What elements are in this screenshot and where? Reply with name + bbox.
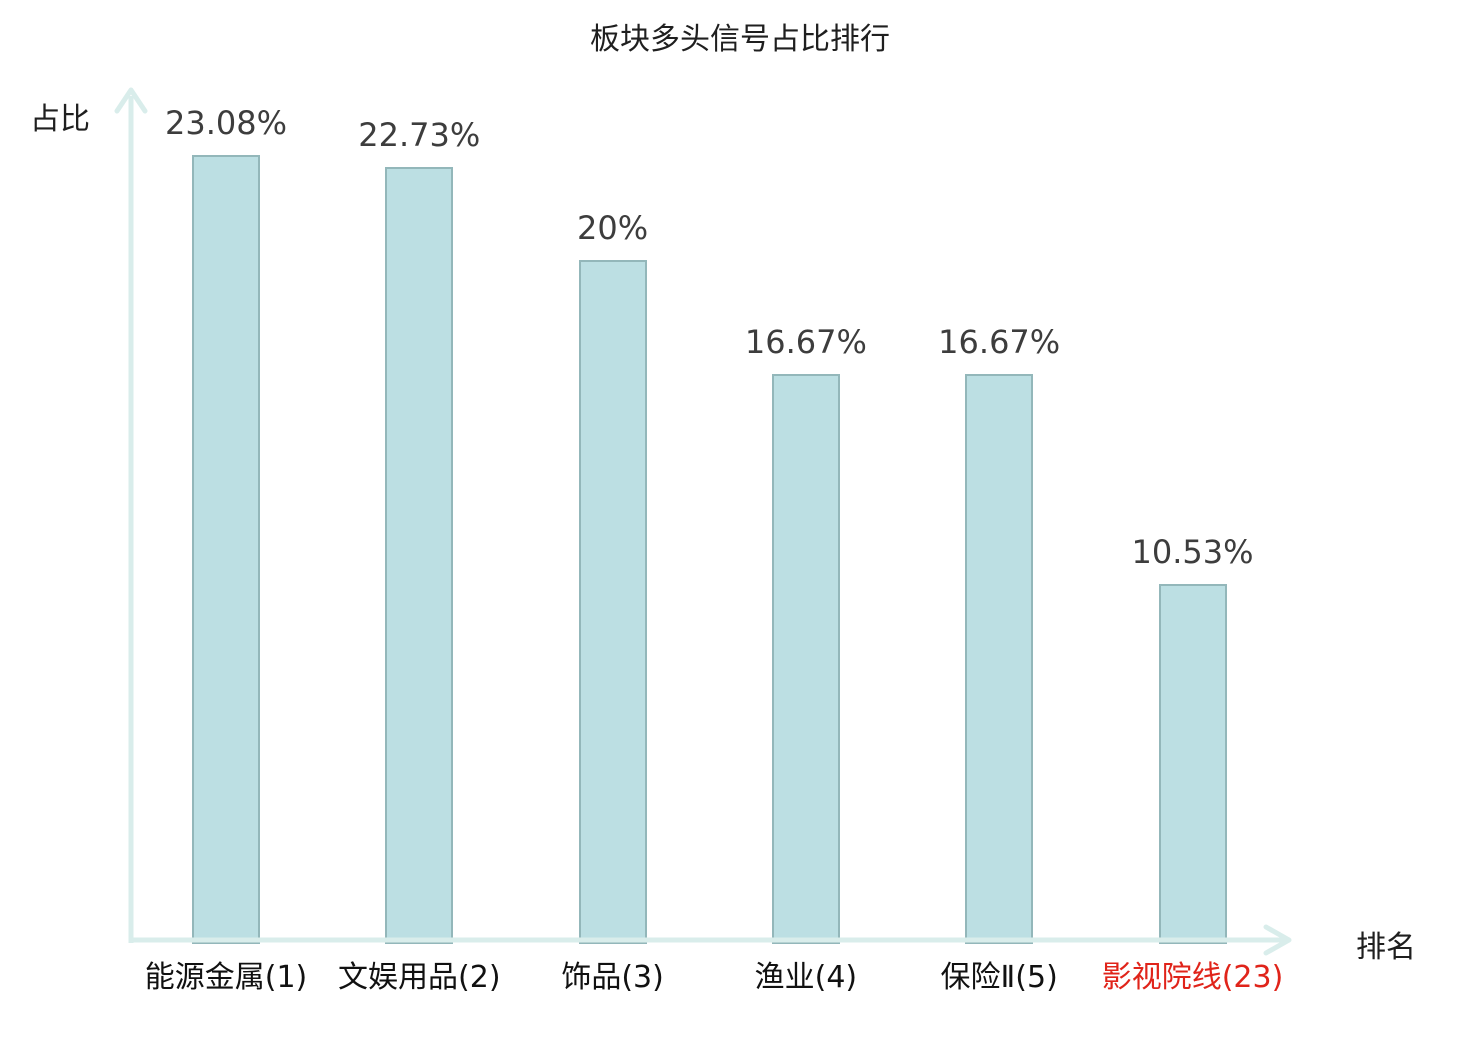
category-label: 影视院线(23) [1101,960,1284,995]
bar-value-label: 16.67% [744,323,867,362]
bar [771,374,840,944]
bar-value-label: 20% [577,209,649,248]
y-axis-label: 占比 [30,102,90,137]
bar [578,260,647,944]
chart-title: 板块多头信号占比排行 [590,22,890,57]
x-axis-label: 排名 [1356,930,1416,965]
x-axis-arrow-icon [1263,924,1292,956]
category-label: 文娱用品(2) [338,960,501,995]
category-label: 渔业(4) [754,960,858,995]
bar [965,374,1034,944]
bar-value-label: 22.73% [358,115,481,154]
category-label: 保险Ⅱ(5) [940,960,1058,995]
bar-value-label: 10.53% [1131,532,1254,571]
bar [192,154,260,944]
bar [385,166,454,944]
bar [1158,583,1227,944]
category-label: 饰品(3) [561,960,664,995]
category-label: 能源金属(1) [144,960,308,995]
bar-value-label: 16.67% [938,323,1061,362]
bar-value-label: 23.08% [164,103,287,142]
